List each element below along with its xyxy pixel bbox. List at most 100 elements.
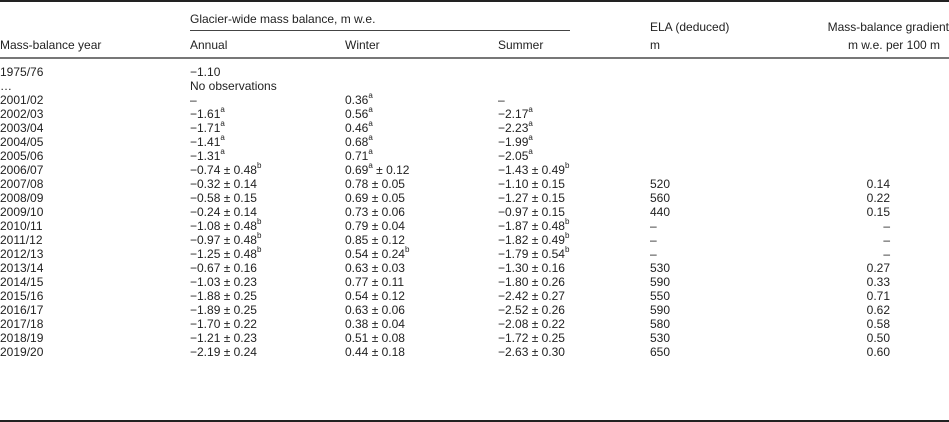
- gradient-cell: 0.33: [830, 275, 949, 289]
- footnote-marker: a: [368, 119, 373, 128]
- annual-cell: −0.67 ± 0.16: [190, 261, 345, 275]
- cell-text: –: [883, 233, 890, 247]
- ela-cell: –: [650, 219, 830, 233]
- table-row: 2017/18 −1.70 ± 0.22 0.38 ± 0.04 −2.08 ± 0.…: [0, 317, 949, 331]
- summer-cell: −1.80 ± 0.26: [498, 275, 650, 289]
- footnote-marker: a: [220, 119, 225, 128]
- cell-text: 440: [650, 205, 671, 219]
- cell-text: –: [650, 247, 657, 261]
- cell-text: −2.08 ± 0.22: [498, 317, 565, 331]
- summer-cell: −2.23a: [498, 120, 650, 136]
- gradient-cell: 0.62: [830, 303, 949, 317]
- winter-cell: 0.63 ± 0.06: [345, 303, 498, 317]
- cell-text: 0.63 ± 0.06: [345, 303, 405, 317]
- ela-cell: [650, 163, 830, 177]
- cell-text: 0.27: [866, 261, 890, 275]
- year-cell: 2004/05: [0, 135, 190, 149]
- year-cell: 2015/16: [0, 289, 190, 303]
- ela-cell: 590: [650, 303, 830, 317]
- ela-cell: 530: [650, 331, 830, 345]
- ela-cell: [650, 93, 830, 107]
- winter-cell: 0.69 ± 0.05: [345, 191, 498, 205]
- annual-cell: −1.03 ± 0.23: [190, 275, 345, 289]
- cell-text: −0.58 ± 0.15: [190, 191, 257, 205]
- annual-cell: −0.97 ± 0.48b: [190, 232, 345, 248]
- footnote-marker: a: [528, 105, 533, 114]
- cell-text: –: [650, 219, 657, 233]
- cell-text: 0.54 ± 0.12: [345, 289, 405, 303]
- ela-cell: [650, 65, 830, 79]
- ela-cell: –: [650, 247, 830, 261]
- winter-cell: 0.69a ± 0.12: [345, 162, 498, 178]
- cell-text: 0.44 ± 0.18: [345, 345, 405, 359]
- table-row: 2006/07 −0.74 ± 0.48b 0.69a ± 0.12 −1.43 ± …: [0, 162, 949, 178]
- winter-cell: 0.38 ± 0.04: [345, 317, 498, 331]
- footnote-marker: a: [368, 91, 373, 100]
- year-cell: 2010/11: [0, 219, 190, 233]
- footnote-marker: a: [528, 147, 533, 156]
- winter-cell: [345, 65, 498, 79]
- cell-text: −0.74 ± 0.48: [190, 163, 257, 177]
- cell-text: 2018/19: [0, 331, 44, 345]
- summer-cell: −1.27 ± 0.15: [498, 191, 650, 205]
- annual-cell: −0.32 ± 0.14: [190, 177, 345, 191]
- top-rule: [0, 0, 949, 2]
- annual-cell: −1.71a: [190, 119, 345, 136]
- header-summer: Summer: [498, 38, 544, 52]
- cell-text: ± 0.12: [372, 163, 410, 177]
- footnote-marker: a: [368, 147, 373, 156]
- cell-text: 0.62: [866, 303, 890, 317]
- winter-cell: 0.51 ± 0.08: [345, 331, 498, 345]
- gradient-cell: [830, 163, 949, 177]
- table-row: 2001/02–0.36a –: [0, 91, 949, 108]
- summer-cell: −1.87 ± 0.48b: [498, 218, 650, 234]
- cell-text: −0.32 ± 0.14: [190, 177, 257, 191]
- cell-text: −2.17: [498, 107, 529, 121]
- year-cell: 2014/15: [0, 275, 190, 289]
- cell-text: 0.38 ± 0.04: [345, 317, 405, 331]
- cell-text: 0.54 ± 0.24: [345, 247, 405, 261]
- cell-text: 0.22: [866, 191, 890, 205]
- footnote-marker: b: [256, 217, 262, 226]
- cell-text: 530: [650, 261, 671, 275]
- table-row: 2004/05 −1.41a 0.68a −1.99a: [0, 134, 949, 150]
- cell-text: −1.99: [498, 135, 529, 149]
- ela-cell: [650, 149, 830, 163]
- cell-text: 0.60: [866, 345, 890, 359]
- summer-cell: −2.05a: [498, 147, 650, 164]
- annual-cell: −1.70 ± 0.22: [190, 317, 345, 331]
- cell-text: 0.50: [866, 331, 890, 345]
- table-row: 2007/08 −0.32 ± 0.14 0.78 ± 0.05 −1.10 ± 0.…: [0, 177, 949, 191]
- cell-text: 0.71: [866, 289, 890, 303]
- cell-text: −2.23: [498, 121, 529, 135]
- cell-text: −1.03 ± 0.23: [190, 275, 257, 289]
- cell-text: 0.69: [345, 163, 369, 177]
- cell-text: −1.10 ± 0.15: [498, 177, 565, 191]
- cell-text: 0.36: [345, 93, 369, 107]
- cell-text: 2015/16: [0, 289, 44, 303]
- cell-text: −1.88 ± 0.25: [190, 289, 257, 303]
- annual-cell: −1.21 ± 0.23: [190, 331, 345, 345]
- summer-cell: −1.99a: [498, 134, 650, 150]
- cell-text: 550: [650, 289, 671, 303]
- table-row: 2002/03 −1.61a 0.56a −2.17a: [0, 105, 949, 122]
- cell-text: 0.77 ± 0.11: [345, 275, 405, 289]
- cell-text: −1.71: [190, 121, 221, 135]
- cell-text: 2012/13: [0, 247, 44, 261]
- cell-text: 2013/14: [0, 261, 44, 275]
- winter-cell: 0.54 ± 0.24b: [345, 246, 498, 262]
- winter-cell: 0.78 ± 0.05: [345, 177, 498, 191]
- cell-text: …: [0, 79, 12, 93]
- annual-cell: −0.24 ± 0.14: [190, 205, 345, 219]
- gradient-cell: [830, 65, 949, 79]
- ela-cell: 590: [650, 275, 830, 289]
- annual-cell: −2.19 ± 0.24: [190, 345, 345, 359]
- winter-cell: 0.71a: [345, 147, 498, 164]
- table-row: 2011/12 −0.97 ± 0.48b 0.85 ± 0.12 −1.82 ± 0…: [0, 232, 949, 248]
- cell-text: 2002/03: [0, 107, 44, 121]
- cell-text: –: [883, 247, 890, 261]
- table-row: 2010/11 −1.08 ± 0.48b 0.79 ± 0.04 −1.87 ± 0…: [0, 217, 949, 234]
- cell-text: 0.73 ± 0.06: [345, 205, 405, 219]
- gradient-cell: –: [830, 233, 949, 247]
- summer-cell: –: [498, 93, 650, 107]
